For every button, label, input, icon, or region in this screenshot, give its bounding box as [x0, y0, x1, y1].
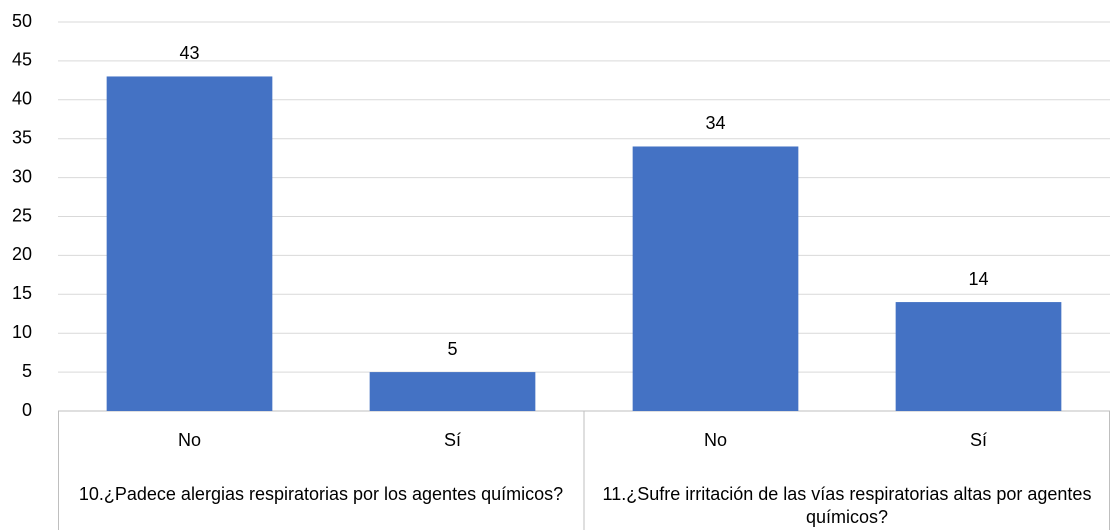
group-label: 11.¿Sufre irritación de las vías respira… [602, 484, 1092, 527]
x-tick-label: No [178, 430, 201, 450]
y-tick-label: 30 [12, 166, 32, 186]
data-label: 5 [447, 339, 457, 359]
y-tick-label: 40 [12, 89, 32, 109]
x-tick-label: No [704, 430, 727, 450]
y-tick-label: 20 [12, 244, 32, 264]
group-label-box: 10.¿Padece alergias respiratorias por lo… [78, 484, 564, 504]
x-tick-label: Sí [970, 430, 987, 450]
y-tick-label: 0 [22, 400, 32, 420]
bar [106, 76, 273, 412]
data-label: 43 [179, 43, 199, 63]
bar [369, 372, 536, 411]
y-tick-label: 15 [12, 283, 32, 303]
group-label: 10.¿Padece alergias respiratorias por lo… [78, 484, 564, 504]
bar [895, 302, 1062, 411]
y-tick-label: 10 [12, 322, 32, 342]
y-tick-label: 50 [12, 11, 32, 31]
y-tick-label: 35 [12, 127, 32, 147]
y-tick-label: 25 [12, 205, 32, 225]
data-label: 34 [705, 113, 725, 133]
y-tick-label: 45 [12, 50, 32, 70]
bar [632, 146, 799, 412]
x-tick-label: Sí [444, 430, 461, 450]
data-label: 14 [968, 269, 988, 289]
group-label-box: 11.¿Sufre irritación de las vías respira… [602, 484, 1092, 527]
y-tick-label: 5 [22, 361, 32, 381]
